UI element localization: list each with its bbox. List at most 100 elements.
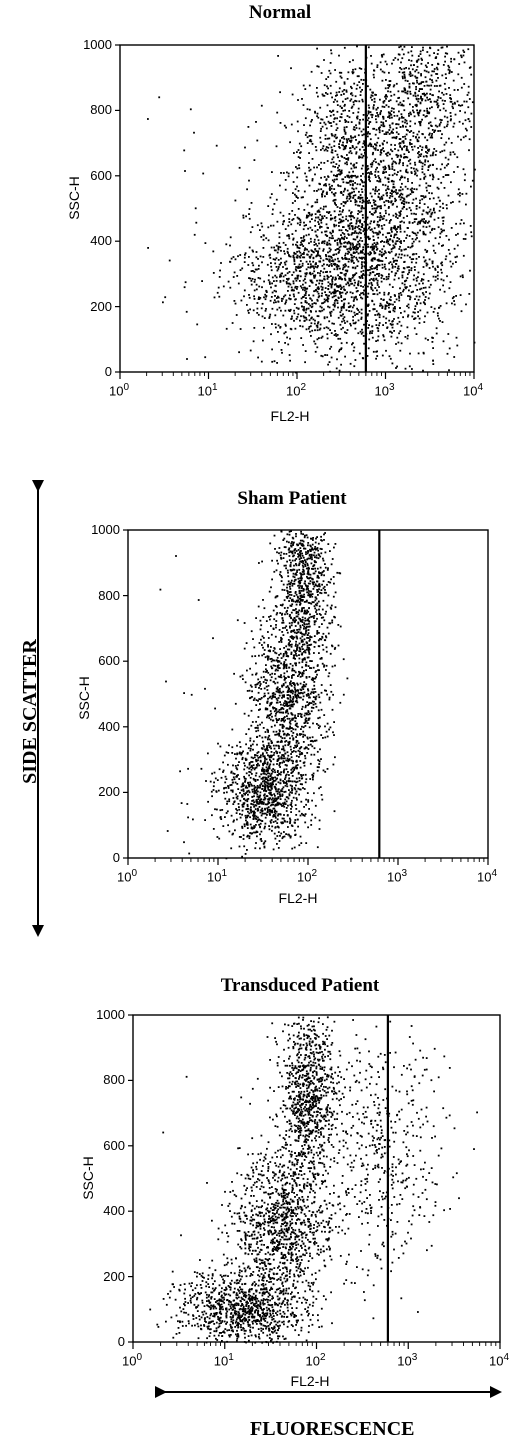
scatter-point <box>361 224 364 227</box>
scatter-point <box>285 780 288 783</box>
scatter-point <box>340 169 343 172</box>
scatter-point <box>319 305 322 308</box>
scatter-point <box>394 242 397 245</box>
scatter-point <box>394 306 396 308</box>
scatter-point <box>324 291 326 294</box>
scatter-point <box>370 195 373 198</box>
scatter-point <box>344 298 346 301</box>
scatter-point <box>308 140 311 142</box>
scatter-point <box>323 275 326 278</box>
scatter-point <box>285 796 288 798</box>
scatter-point <box>388 283 391 286</box>
scatter-point <box>400 192 403 195</box>
scatter-point <box>307 327 310 330</box>
scatter-point <box>320 149 322 151</box>
scatter-point <box>352 71 355 74</box>
scatter-point <box>435 327 438 330</box>
scatter-point <box>280 641 283 643</box>
scatter-point <box>440 278 443 281</box>
scatter-point <box>416 301 418 304</box>
scatter-point <box>321 193 323 196</box>
scatter-point <box>247 126 250 128</box>
scatter-point <box>345 197 348 200</box>
scatter-point <box>280 257 282 260</box>
scatter-point <box>367 46 370 49</box>
title-sham-patient: Sham Patient <box>237 488 347 509</box>
scatter-point <box>356 116 358 119</box>
scatter-point <box>267 731 269 733</box>
scatter-point <box>305 272 308 275</box>
scatter-point <box>402 142 405 144</box>
scatter-point <box>263 845 266 848</box>
scatter-point <box>381 105 384 108</box>
scatter-point <box>403 221 405 224</box>
scatter-point <box>184 170 186 172</box>
scatter-point <box>341 320 343 323</box>
scatter-point <box>272 208 274 211</box>
scatter-point <box>313 251 315 254</box>
scatter-point <box>402 164 404 167</box>
scatter-point <box>300 691 303 694</box>
scatter-point <box>261 560 263 563</box>
scatter-point <box>442 107 445 110</box>
scatter-point <box>327 300 329 303</box>
scatter-point <box>433 52 435 54</box>
scatter-point <box>416 65 419 68</box>
scatter-point <box>370 282 373 285</box>
scatter-point <box>247 808 250 810</box>
scatter-point <box>384 251 387 254</box>
scatter-point <box>270 792 272 794</box>
scatter-point <box>380 110 382 112</box>
scatter-point <box>459 194 461 197</box>
scatter-point <box>294 601 297 603</box>
scatter-point <box>297 130 299 133</box>
scatter-point <box>402 316 404 319</box>
scatter-point <box>442 279 445 282</box>
scatter-point <box>344 263 347 266</box>
scatter-point <box>373 252 376 255</box>
scatter-point <box>321 280 324 282</box>
scatter-point <box>388 292 390 294</box>
scatter-point <box>382 315 385 318</box>
scatter-point <box>361 251 364 254</box>
scatter-point <box>396 267 399 270</box>
scatter-point <box>342 693 345 696</box>
scatter-point <box>409 256 411 259</box>
scatter-point <box>399 224 402 227</box>
scatter-point <box>264 758 266 760</box>
scatter-point <box>341 137 343 139</box>
scatter-point <box>266 749 269 751</box>
scatter-point <box>334 258 337 261</box>
scatter-point <box>421 118 423 121</box>
scatter-point <box>343 89 346 91</box>
scatter-point <box>246 849 248 851</box>
scatter-point <box>415 277 418 280</box>
scatter-point <box>369 266 372 269</box>
scatter-point <box>189 108 192 111</box>
scatter-point <box>308 169 311 172</box>
scatter-point <box>277 847 280 849</box>
scatter-point <box>419 199 421 202</box>
scatter-point <box>392 261 395 263</box>
scatter-point <box>328 137 331 140</box>
scatter-point <box>281 351 283 354</box>
scatter-point <box>295 266 297 268</box>
scatter-point <box>355 166 357 169</box>
scatter-point <box>453 153 456 156</box>
scatter-point <box>418 159 421 162</box>
scatter-point <box>398 142 401 145</box>
scatter-point <box>381 54 383 56</box>
scatter-point <box>264 807 266 810</box>
scatter-point <box>396 322 399 325</box>
scatter-point <box>427 280 430 282</box>
scatter-point <box>419 122 422 125</box>
scatter-point <box>242 790 245 792</box>
scatter-point <box>409 72 412 75</box>
scatter-point <box>249 277 252 280</box>
scatter-point <box>344 274 347 277</box>
scatter-point <box>395 136 398 138</box>
scatter-point <box>201 280 203 282</box>
scatter-point <box>285 800 288 803</box>
scatter-point <box>420 219 423 222</box>
scatter-point <box>314 319 316 322</box>
